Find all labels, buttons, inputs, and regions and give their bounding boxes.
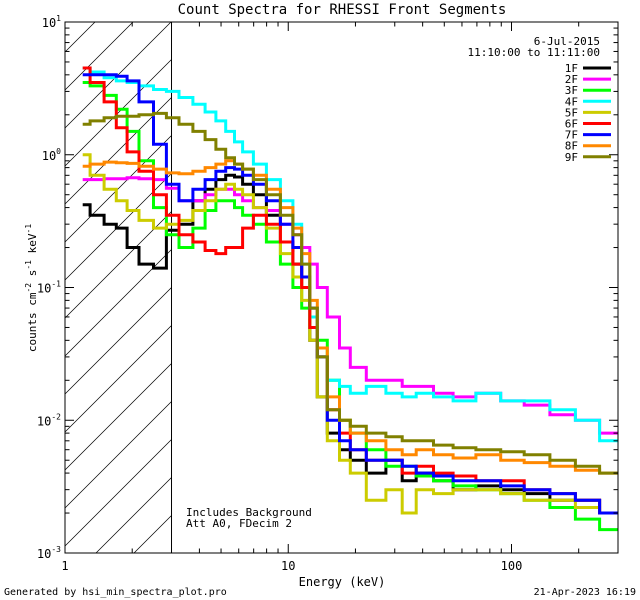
y-tick-label-base: 10 <box>37 547 51 561</box>
x-tick-label: 10 <box>281 559 295 573</box>
y-tick-label: 100 <box>42 147 61 163</box>
y-tick-label-base: 10 <box>42 16 56 30</box>
legend-label-4F: 4F <box>565 95 578 108</box>
legend-label-8F: 8F <box>565 140 578 153</box>
series-lines <box>82 66 618 532</box>
legend-label-9F: 9F <box>565 151 578 164</box>
y-tick-label-exp: 0 <box>56 147 61 156</box>
y-axis-label-base: counts cm <box>26 292 39 352</box>
x-tick-label: 100 <box>501 559 523 573</box>
y-tick-label: 10-1 <box>37 280 61 296</box>
footer-timestamp: 21-Apr-2023 16:19 <box>534 587 636 598</box>
series-line-6F <box>82 66 618 515</box>
date-label: 6-Jul-2015 <box>534 35 600 48</box>
chart-title: Count Spectra for RHESSI Front Segments <box>178 2 507 18</box>
legend-label-2F: 2F <box>565 73 578 86</box>
series-line-7F <box>82 73 618 515</box>
y-axis-label-exp-2: -1 <box>24 260 33 270</box>
y-axis-label-mid-2: keV <box>26 233 39 260</box>
annotation-line-2: Att A0, FDecim 2 <box>186 517 292 530</box>
legend-label-3F: 3F <box>565 84 578 97</box>
time-range-label: 11:10:00 to 11:11:00 <box>468 46 600 59</box>
y-tick-label-exp: -3 <box>51 545 61 554</box>
series-line-9F <box>82 111 618 475</box>
y-tick-label-exp: -1 <box>51 280 61 289</box>
y-tick-label-exp: -2 <box>51 412 61 421</box>
y-tick-label: 10-3 <box>37 545 61 561</box>
footer-generated-by: Generated by hsi_min_spectra_plot.pro <box>4 587 227 598</box>
y-tick-label-exp: 1 <box>56 14 61 23</box>
series-line-3F <box>82 81 618 532</box>
hatched-region <box>65 22 173 553</box>
legend-label-7F: 7F <box>565 129 578 142</box>
series-line-8F <box>82 159 618 475</box>
y-axis-label: counts cm-2 s-1 keV-1 <box>24 224 39 352</box>
y-tick-label: 10-2 <box>37 412 61 428</box>
annotation-line-1: Includes Background <box>186 506 312 519</box>
y-tick-label: 101 <box>42 14 61 30</box>
legend-label-1F: 1F <box>565 62 578 75</box>
y-tick-label-base: 10 <box>37 282 51 296</box>
legend-label-5F: 5F <box>565 106 578 119</box>
x-axis-label: Energy (keV) <box>299 575 386 589</box>
legend-label-6F: 6F <box>565 118 578 131</box>
y-axis-label-exp-1: -2 <box>24 283 33 293</box>
y-tick-label-base: 10 <box>37 414 51 428</box>
y-axis-label-exp-3: -1 <box>24 224 33 234</box>
y-axis-label-mid-1: s <box>26 270 39 283</box>
y-tick-label-base: 10 <box>42 149 56 163</box>
x-tick-label: 1 <box>61 559 68 573</box>
